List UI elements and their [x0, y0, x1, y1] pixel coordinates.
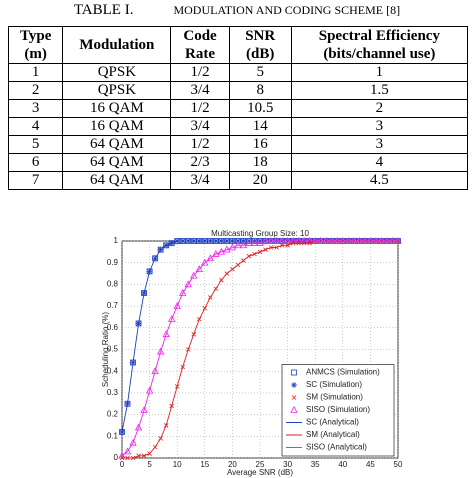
header-cell: SNR (dB) — [228, 26, 292, 64]
line — [121, 240, 398, 457]
x-tick-label: 15 — [200, 460, 209, 469]
x-tick-label: 0 — [120, 460, 125, 469]
table-cell: 4.5 — [290, 171, 469, 190]
table-cell: QPSK — [62, 63, 172, 82]
table-cell: 2/3 — [170, 153, 230, 172]
marker — [168, 315, 176, 322]
legend-label: SM (Analytical) — [306, 430, 360, 439]
legend-label: SM (Simulation) — [306, 393, 363, 402]
y-tick-label: 0.1 — [107, 431, 119, 440]
marker — [206, 254, 214, 262]
marker — [179, 289, 187, 296]
table-cell: 64 QAM — [62, 171, 172, 190]
header-text: Rate — [185, 46, 216, 62]
legend-swatch — [290, 405, 298, 413]
x-tick-label: 40 — [338, 460, 347, 469]
legend-label: SC (Simulation) — [306, 380, 362, 389]
x-tick-label: 5 — [147, 460, 152, 469]
table-row: 5 64 QAM 1/2 16 3 — [7, 135, 469, 154]
header-cell: Modulation — [62, 26, 172, 64]
marker — [184, 280, 192, 288]
y-axis-label: Scheduling Ratio (%) — [101, 312, 110, 387]
table-cell: 20 — [228, 171, 292, 190]
legend-swatch — [291, 382, 297, 388]
marker — [140, 406, 148, 414]
table-label: TABLE I. — [73, 2, 134, 18]
x-tick-label: 30 — [283, 460, 292, 469]
y-tick-label: 1 — [114, 236, 119, 245]
marker — [190, 271, 198, 279]
marker — [134, 423, 143, 431]
legend-label: SISO (Analytical) — [306, 443, 367, 452]
legend-label: ANMCS (Simulation) — [306, 368, 380, 377]
table-cell: 7 — [7, 171, 64, 190]
y-tick-label: 0.4 — [107, 366, 119, 375]
legend-box — [281, 364, 395, 457]
x-tick-label: 50 — [394, 460, 403, 469]
table-cell: 3/4 — [170, 171, 230, 190]
y-tick-label: 0 — [114, 453, 119, 462]
x-tick-label: 25 — [256, 460, 265, 469]
header-cell: Spectral Efficiency (bits/channel use) — [290, 26, 469, 64]
y-tick-label: 0.5 — [107, 345, 119, 354]
legend-swatch — [291, 395, 297, 400]
table: Type (m) Modulation Code Rate SNR (dB) Spectral… — [7, 26, 469, 190]
marker — [195, 265, 203, 273]
chart-title: Multicasting Group Size: 10 — [211, 229, 309, 238]
y-tick-label: 0.6 — [107, 323, 119, 332]
header-text: Type — [19, 28, 52, 44]
marker — [151, 367, 159, 375]
x-tick-label: 45 — [366, 460, 375, 469]
marker — [145, 386, 154, 394]
table-caption-text: MODULATION AND CODING SCHEME [8] — [173, 3, 401, 17]
header-text: Code — [183, 28, 217, 44]
marker — [129, 438, 137, 446]
table-cell: 6 — [7, 153, 64, 172]
y-tick-label: 0.2 — [107, 410, 119, 419]
legend-label: SC (Analytical) — [306, 418, 359, 427]
x-tick-label: 35 — [311, 460, 320, 469]
legend: ANMCS (Simulation) SC (Simulation) SM (Sim… — [281, 364, 395, 457]
table-cell: 1/2 — [170, 135, 230, 154]
table-row: 7 64 QAM 3/4 20 4.5 — [7, 171, 469, 190]
y-tick-label: 0.9 — [107, 258, 119, 267]
marker — [201, 258, 209, 266]
header-text: Spectral Efficiency — [318, 28, 440, 44]
table-row: 4 16 QAM 3/4 14 3 — [7, 117, 469, 136]
header-text: (m) — [24, 46, 47, 62]
table-row: 1 QPSK 1/2 5 1 — [7, 63, 469, 82]
x-axis-label: Average SNR (dB) — [227, 468, 293, 477]
table-body: 1 QPSK 1/2 5 1 2 QPSK 3/4 8 1.5 3 16 QAM 1/2 10.5 2 4 16… — [7, 63, 469, 190]
table-cell: 16 QAM — [62, 117, 172, 136]
legend-swatch — [291, 369, 297, 376]
marker — [123, 447, 132, 455]
x-tick-label: 20 — [228, 460, 237, 469]
table-cell: 14 — [228, 117, 292, 136]
y-tick-label: 0.7 — [107, 301, 119, 310]
header-text: SNR — [245, 28, 276, 44]
table-cell: 18 — [228, 153, 292, 172]
y-tick-label: 0.8 — [107, 280, 119, 289]
header-cell: Code Rate — [170, 26, 230, 64]
marker — [173, 302, 181, 309]
x-tick-label: 10 — [173, 460, 182, 469]
table-cell: 1/2 — [170, 63, 230, 82]
header-text: (bits/channel use) — [323, 46, 436, 62]
y-tick-label: 0.3 — [107, 388, 119, 397]
table-row: 6 64 QAM 2/3 18 4 — [7, 153, 469, 172]
legend-label: SISO (Simulation) — [306, 405, 370, 414]
table-caption: TABLE I. MODULATION AND CODING SCHEME [8] — [0, 2, 474, 19]
header-cell: Type (m) — [7, 26, 64, 64]
header-text: (dB) — [246, 46, 275, 62]
marker — [156, 347, 165, 355]
header-text: Modulation — [79, 37, 155, 53]
header-row: Type (m) Modulation Code Rate SNR (dB) Spectral… — [7, 26, 469, 64]
marker — [162, 330, 170, 338]
